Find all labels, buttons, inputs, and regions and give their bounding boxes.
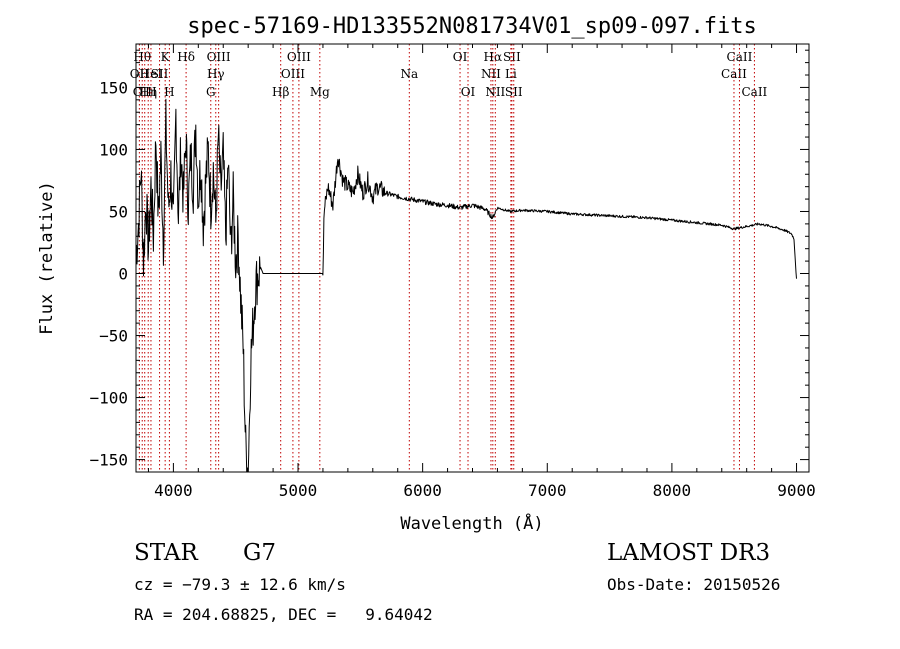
spectral-line-label: OIII — [281, 67, 305, 81]
spectral-line-label: Mg — [310, 85, 330, 99]
x-tick-label: 8000 — [653, 481, 692, 500]
spectral-line-label: SII — [151, 67, 169, 81]
spectral-line-label: G — [206, 85, 216, 99]
y-axis-label: Flux (relative) — [37, 181, 57, 335]
x-tick-label: 4000 — [154, 481, 193, 500]
y-tick-label: 50 — [109, 202, 128, 221]
x-tick-label: 9000 — [777, 481, 816, 500]
coordinates: RA = 204.68825, DEC = 9.64042 — [134, 605, 433, 624]
spectral-line-label: OIII — [287, 50, 311, 64]
x-tick-label: 7000 — [528, 481, 567, 500]
spectral-line-label: Hβ — [272, 85, 289, 99]
object-type: STAR — [134, 540, 198, 566]
spectral-line-label: CaII — [727, 50, 753, 64]
y-tick-label: 0 — [118, 265, 128, 284]
y-tick-label: −50 — [99, 327, 128, 346]
flux-series-line — [135, 98, 797, 473]
spectral-line-label: Na — [400, 67, 418, 81]
spectral-line-label: SII — [505, 85, 523, 99]
spectral-line-markers: OIIHθOIIIHηHeISIIKHHδGHγOIIIHβOIIIOIIIMg… — [130, 44, 768, 472]
redshift-cz: cz = −79.3 ± 12.6 km/s — [134, 575, 346, 594]
x-axis-label: Wavelength (Å) — [400, 512, 543, 534]
x-tick-label: 6000 — [403, 481, 442, 500]
spectral-line-label: CaII — [721, 67, 747, 81]
obs-date: Obs-Date: 20150526 — [607, 575, 781, 594]
spectral-line-label: SII — [503, 50, 521, 64]
spectral-line-label: H — [164, 85, 174, 99]
spectral-line-label: Hθ — [133, 50, 151, 64]
spectral-line-label: OI — [453, 50, 468, 64]
x-tick-label: 5000 — [279, 481, 318, 500]
spectral-line-label: Li — [505, 67, 517, 81]
chart-title: spec-57169-HD133552N081734V01_sp09-097.f… — [187, 14, 757, 39]
series-layer — [135, 98, 797, 473]
axes-layer: 4000 5000 6000 7000 8000 9000 −150 −100 −50 0 50 10… — [89, 44, 816, 500]
spectral-line-label: CaII — [741, 85, 767, 99]
spectral-line-label: NII — [481, 67, 501, 81]
y-tick-label: −150 — [89, 451, 128, 470]
spectral-line-label: Hη — [139, 85, 157, 99]
y-tick-label: −100 — [89, 389, 128, 408]
spectral-line-label: Hδ — [177, 50, 195, 64]
spectral-line-label: OIII — [207, 50, 231, 64]
spectral-line-label: Hα — [484, 50, 503, 64]
spectral-line-label: HeI — [140, 67, 163, 81]
subclass: G7 — [243, 540, 277, 566]
spectral-line-label: K — [161, 50, 171, 64]
spectral-line-label: NII — [485, 85, 505, 99]
spectral-line-label: Hγ — [207, 67, 225, 81]
y-tick-label: 150 — [99, 78, 128, 97]
y-tick-label: 100 — [99, 140, 128, 159]
spectral-line-label: OI — [461, 85, 476, 99]
survey-name: LAMOST DR3 — [607, 540, 771, 566]
